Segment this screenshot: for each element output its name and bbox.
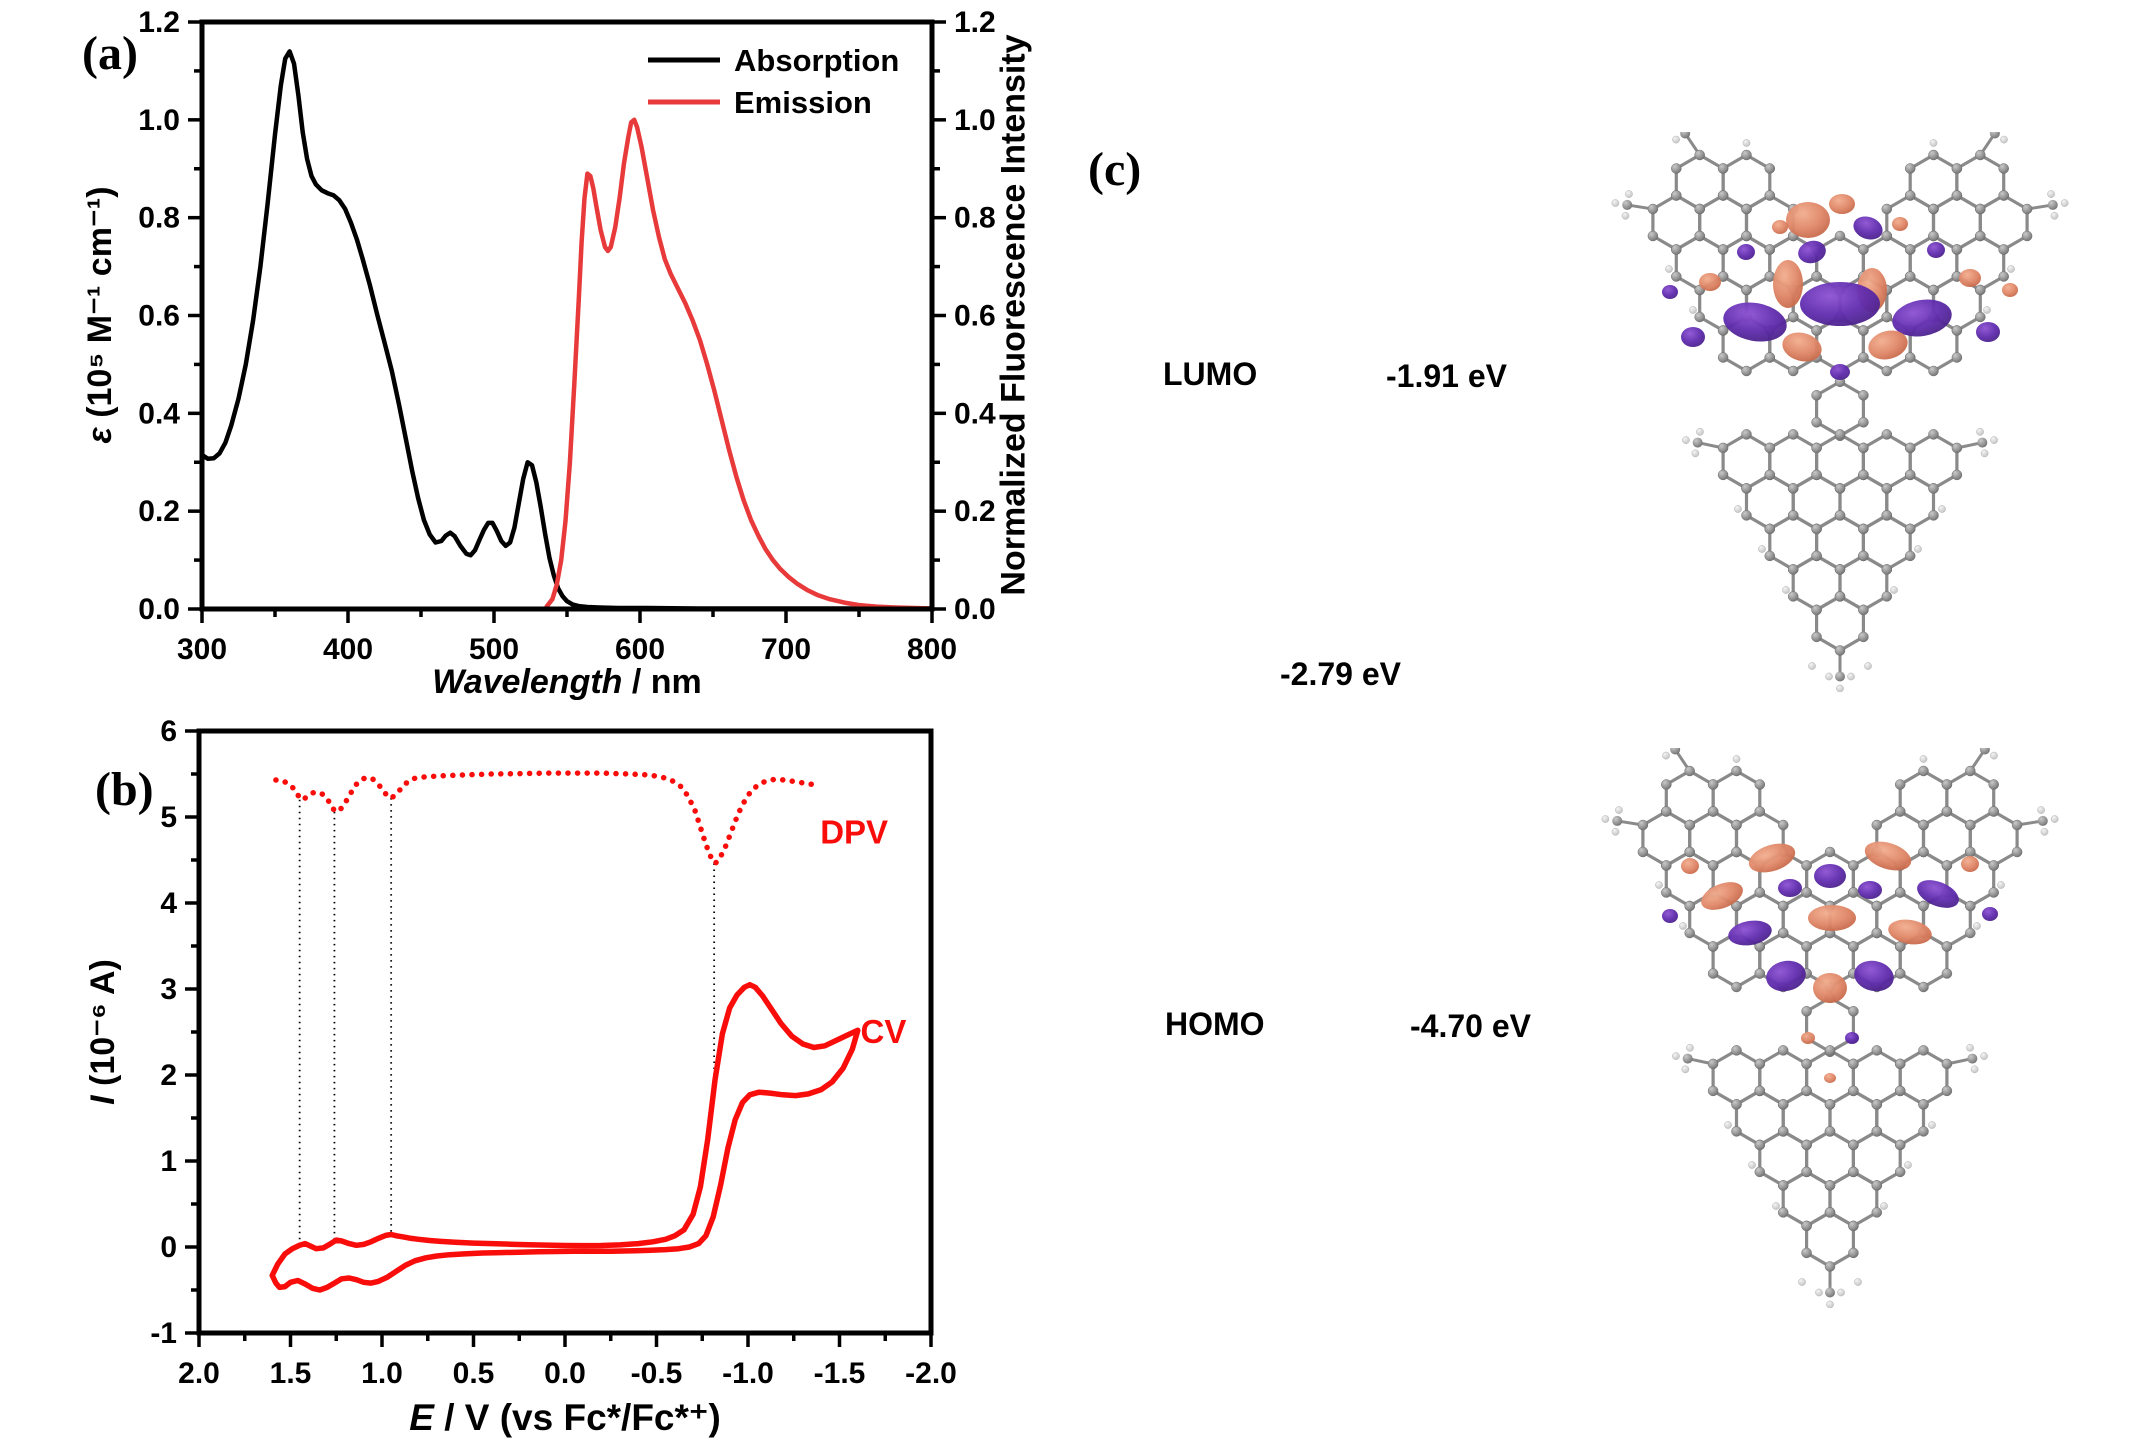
svg-text:-0.5: -0.5 xyxy=(631,1357,683,1390)
svg-text:400: 400 xyxy=(323,633,373,666)
svg-text:1.5: 1.5 xyxy=(270,1357,312,1390)
svg-text:0.8: 0.8 xyxy=(138,202,180,235)
svg-text:700: 700 xyxy=(761,633,811,666)
svg-text:0.2: 0.2 xyxy=(138,495,180,528)
svg-text:4: 4 xyxy=(160,887,177,920)
svg-text:0.0: 0.0 xyxy=(544,1357,586,1390)
chart-a-ylabel-left: ε (10⁵ M⁻¹ cm⁻¹) xyxy=(81,186,119,444)
svg-text:DPV: DPV xyxy=(820,813,888,850)
svg-text:1.0: 1.0 xyxy=(138,104,180,137)
homo-lumo-gap-value: -2.79 eV xyxy=(1280,656,1401,692)
svg-text:CV: CV xyxy=(860,1013,906,1050)
svg-text:0.2: 0.2 xyxy=(954,495,996,528)
svg-text:2: 2 xyxy=(160,1059,177,1092)
panel-b-label: (b) xyxy=(95,763,154,816)
svg-text:1.2: 1.2 xyxy=(138,6,180,39)
svg-text:1.0: 1.0 xyxy=(361,1357,403,1390)
svg-text:0.6: 0.6 xyxy=(138,300,180,333)
svg-text:800: 800 xyxy=(907,633,957,666)
svg-text:-2.0: -2.0 xyxy=(905,1357,957,1390)
cv-dpv-chart: 2.0 1.5 1.0 0.5 0.0 -0.5 -1.0 -1.5 -2.0 -1 0 1 2 3 4 5 6… xyxy=(150,715,957,1390)
svg-text:5: 5 xyxy=(160,801,177,834)
svg-text:2.0: 2.0 xyxy=(178,1357,220,1390)
svg-text:-1: -1 xyxy=(150,1317,177,1350)
lumo-orbital-molecule xyxy=(1611,132,2069,692)
svg-text:0.5: 0.5 xyxy=(453,1357,495,1390)
homo-orbital-molecule xyxy=(1601,748,2059,1308)
svg-text:-1.5: -1.5 xyxy=(814,1357,866,1390)
svg-text:0.0: 0.0 xyxy=(954,593,996,626)
svg-text:500: 500 xyxy=(469,633,519,666)
svg-text:-1.0: -1.0 xyxy=(722,1357,774,1390)
chart-a-ylabel-right: Normalized Fluorescence Intensity xyxy=(994,34,1033,596)
chart-a-xlabel: Wavelength / nm xyxy=(432,663,702,701)
svg-text:Absorption: Absorption xyxy=(734,43,899,78)
svg-text:3: 3 xyxy=(160,973,177,1006)
absorption-emission-chart: 300 400 500 600 700 800 0.0 0.0 0.2 0.2 0.4 0.4 0.6 0… xyxy=(138,6,996,666)
panel-c-label: (c) xyxy=(1088,143,1142,196)
svg-text:1.2: 1.2 xyxy=(954,6,996,39)
svg-text:300: 300 xyxy=(177,633,227,666)
svg-text:0.8: 0.8 xyxy=(954,202,996,235)
svg-text:0.4: 0.4 xyxy=(138,397,180,430)
lumo-energy-value: -1.91 eV xyxy=(1386,358,1507,394)
svg-text:0.0: 0.0 xyxy=(138,593,180,626)
svg-text:1.0: 1.0 xyxy=(954,104,996,137)
svg-text:Emission: Emission xyxy=(734,85,872,120)
homo-label: HOMO xyxy=(1165,1006,1265,1042)
svg-text:600: 600 xyxy=(615,633,665,666)
lumo-label: LUMO xyxy=(1163,356,1258,392)
svg-text:1: 1 xyxy=(160,1145,177,1178)
svg-text:6: 6 xyxy=(160,715,177,748)
homo-energy-value: -4.70 eV xyxy=(1410,1008,1531,1044)
svg-text:0.6: 0.6 xyxy=(954,300,996,333)
svg-text:0.4: 0.4 xyxy=(954,397,996,430)
chart-b-ylabel: I (10⁻⁶ A) xyxy=(84,959,122,1105)
panel-a-label: (a) xyxy=(82,27,138,80)
svg-text:0: 0 xyxy=(160,1231,177,1264)
chart-b-xlabel: E / V (vs Fc*/Fc*⁺) xyxy=(409,1397,721,1438)
